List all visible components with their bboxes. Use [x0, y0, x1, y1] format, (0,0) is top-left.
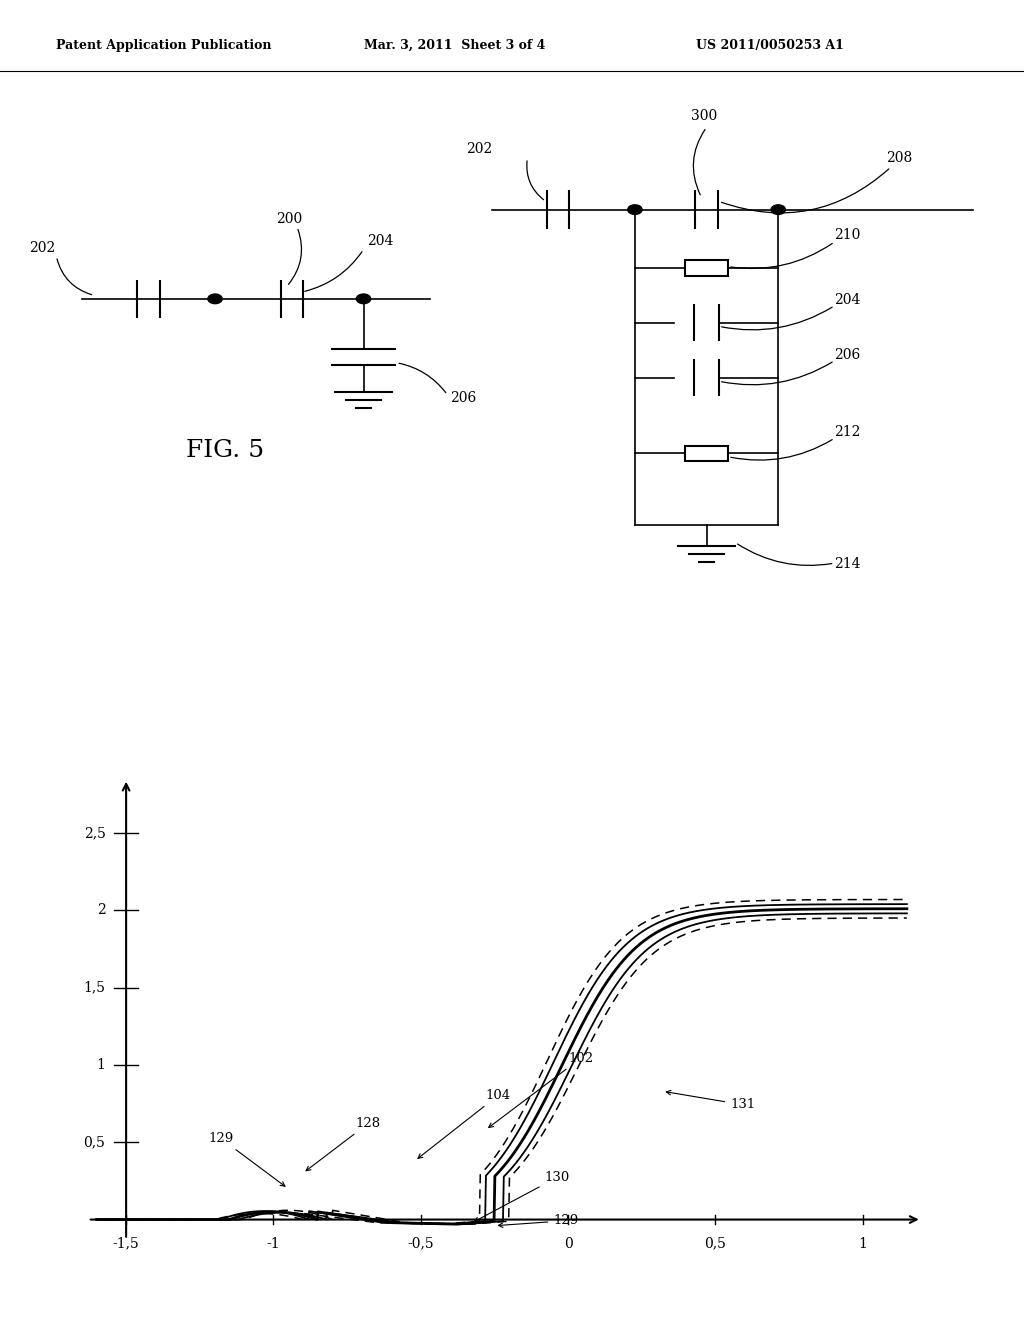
- Circle shape: [356, 294, 371, 304]
- Text: 1: 1: [858, 1237, 867, 1250]
- Text: 300: 300: [691, 110, 718, 123]
- Text: 214: 214: [835, 557, 861, 572]
- Text: 129: 129: [209, 1133, 285, 1187]
- Text: 1,5: 1,5: [84, 981, 105, 994]
- Text: 1: 1: [96, 1057, 105, 1072]
- Text: -1,5: -1,5: [113, 1237, 139, 1250]
- Text: 202: 202: [466, 143, 493, 156]
- Text: 128: 128: [306, 1117, 381, 1171]
- Text: 0,5: 0,5: [705, 1237, 726, 1250]
- Circle shape: [771, 205, 785, 214]
- Text: -0,5: -0,5: [408, 1237, 434, 1250]
- Text: Patent Application Publication: Patent Application Publication: [56, 38, 271, 51]
- Text: 204: 204: [367, 235, 393, 248]
- Text: 0,5: 0,5: [84, 1135, 105, 1150]
- Text: -1: -1: [266, 1237, 281, 1250]
- Text: 204: 204: [835, 293, 861, 306]
- Text: 2: 2: [96, 903, 105, 917]
- Text: 210: 210: [835, 228, 861, 242]
- Text: Mar. 3, 2011  Sheet 3 of 4: Mar. 3, 2011 Sheet 3 of 4: [364, 38, 545, 51]
- Bar: [685, 446, 728, 461]
- Text: 206: 206: [451, 391, 477, 405]
- Text: US 2011/0050253 A1: US 2011/0050253 A1: [696, 38, 844, 51]
- Text: 130: 130: [474, 1171, 569, 1221]
- Text: FIG. 5: FIG. 5: [186, 438, 264, 462]
- Text: 2,5: 2,5: [84, 826, 105, 840]
- Text: 208: 208: [886, 150, 912, 165]
- Text: 104: 104: [418, 1089, 511, 1159]
- Text: 102: 102: [488, 1052, 593, 1127]
- Text: 131: 131: [667, 1090, 756, 1111]
- Circle shape: [208, 294, 222, 304]
- Text: 202: 202: [29, 242, 55, 255]
- Text: 129: 129: [499, 1214, 579, 1228]
- Text: 200: 200: [276, 213, 303, 226]
- Circle shape: [628, 205, 642, 214]
- Text: 0: 0: [563, 1237, 572, 1250]
- Bar: [685, 260, 728, 276]
- Text: 206: 206: [835, 347, 861, 362]
- Text: 212: 212: [835, 425, 861, 440]
